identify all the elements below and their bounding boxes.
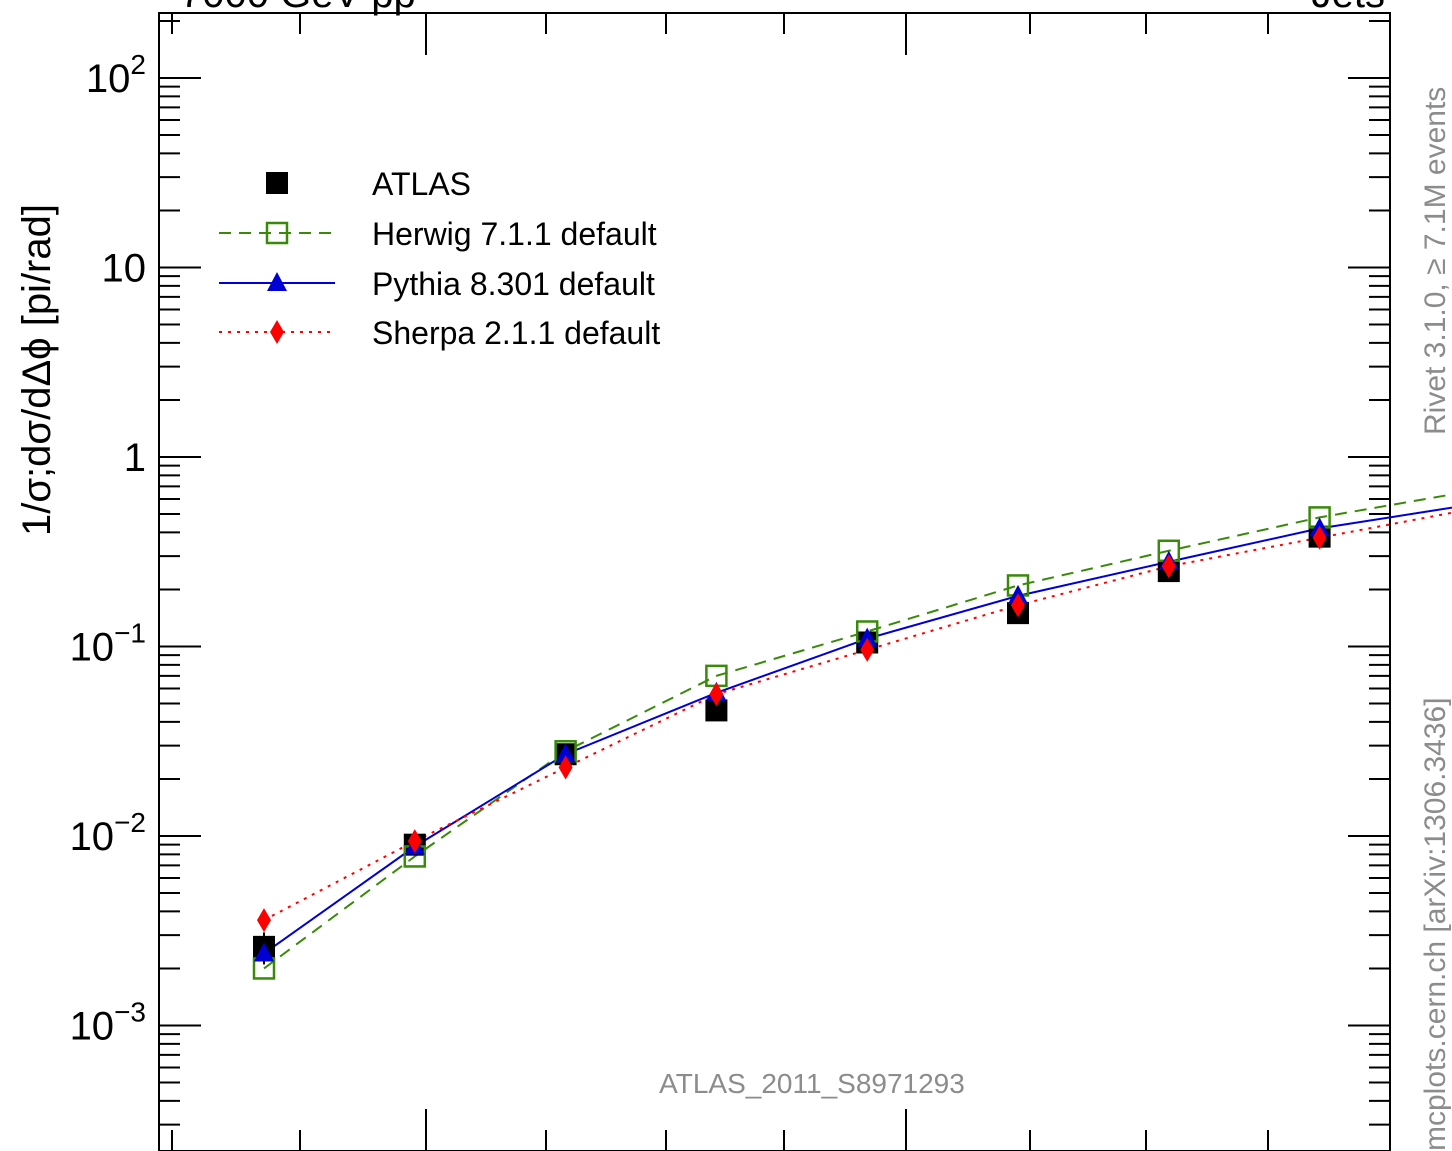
data-point-sherpa (558, 755, 573, 780)
legend-label: Pythia 8.301 default (372, 266, 655, 302)
data-point-sherpa (1161, 554, 1176, 579)
y-tick-label: 10 (102, 247, 147, 291)
legend-label: ATLAS (372, 166, 471, 202)
data-point-sherpa (270, 320, 284, 344)
data-point-sherpa (860, 637, 875, 662)
data-point-pythia (254, 942, 274, 962)
y-tick-label: 1 (124, 436, 146, 480)
data-point-atlas (705, 699, 728, 722)
rivet-version-text: Rivet 3.1.0, ≥ 7.1M events (1419, 87, 1452, 435)
plot-frame (158, 12, 1391, 1151)
data-point-herwig (265, 221, 289, 245)
legend-label: Sherpa 2.1.1 default (372, 315, 660, 351)
legend-item: Sherpa 2.1.1 default (219, 315, 660, 351)
y-tick-label: 10−2 (70, 807, 146, 859)
legend-label: Herwig 7.1.1 default (372, 216, 657, 252)
series-markers (252, 506, 1331, 980)
data-point-pythia (857, 627, 878, 647)
legend-item: ATLAS (266, 166, 471, 202)
data-point-sherpa (1011, 593, 1025, 618)
data-point-atlas (266, 172, 288, 194)
data-point-pythia (267, 272, 287, 291)
legend: ATLAS Herwig 7.1.1 default Pythia 8.301 de… (219, 166, 660, 351)
mcplots-text: mcplots.cern.ch [arXiv:1306.3436] (1419, 697, 1452, 1151)
y-axis-label: 1/σ;dσ/dΔϕ [pi/rad] (15, 204, 59, 536)
y-tick-label: 102 (86, 49, 146, 101)
data-point-sherpa (257, 908, 271, 933)
data-point-sherpa (1312, 525, 1327, 550)
legend-item: Herwig 7.1.1 default (219, 216, 657, 252)
data-point-pythia (555, 743, 576, 763)
axis-ticks (159, 13, 1390, 1151)
legend-item: Pythia 8.301 default (219, 266, 655, 302)
y-tick-label: 10−1 (70, 618, 146, 670)
data-point-sherpa (407, 829, 422, 854)
data-point-sherpa (709, 682, 724, 707)
y-tick-labels: 10−3 10−2 10−1 1 10 102 (70, 49, 146, 1049)
analysis-id-label: ATLAS_2011_S8971293 (659, 1068, 965, 1099)
y-tick-label: 10−3 (70, 997, 146, 1049)
